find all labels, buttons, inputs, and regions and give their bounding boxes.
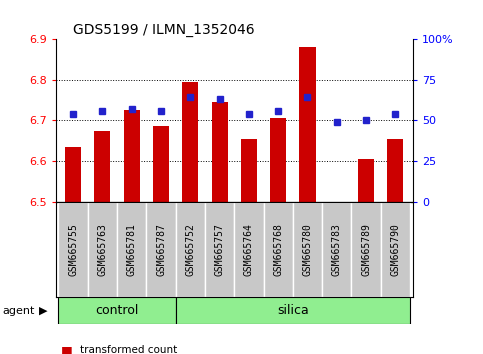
Bar: [352, 202, 381, 297]
Text: GSM665757: GSM665757: [214, 223, 225, 276]
Bar: [176, 297, 410, 324]
Text: GSM665787: GSM665787: [156, 223, 166, 276]
Bar: [299, 47, 315, 202]
Text: GSM665780: GSM665780: [302, 223, 313, 276]
Bar: [124, 110, 140, 202]
Bar: [58, 297, 176, 324]
Text: GSM665763: GSM665763: [98, 223, 107, 276]
Bar: [117, 202, 146, 297]
Text: GSM665768: GSM665768: [273, 223, 283, 276]
Text: agent: agent: [2, 306, 35, 316]
Bar: [65, 147, 81, 202]
Bar: [212, 102, 227, 202]
Bar: [358, 159, 374, 202]
Text: GSM665764: GSM665764: [244, 223, 254, 276]
Text: ■: ■: [60, 344, 72, 354]
Bar: [234, 202, 264, 297]
Bar: [153, 126, 169, 202]
Bar: [94, 131, 111, 202]
Text: GSM665783: GSM665783: [332, 223, 342, 276]
Text: GSM665752: GSM665752: [185, 223, 195, 276]
Bar: [182, 82, 199, 202]
Bar: [381, 202, 410, 297]
Bar: [241, 139, 257, 202]
Text: GSM665781: GSM665781: [127, 223, 137, 276]
Bar: [264, 202, 293, 297]
Text: GSM665789: GSM665789: [361, 223, 371, 276]
Bar: [58, 202, 88, 297]
Text: GSM665790: GSM665790: [390, 223, 400, 276]
Bar: [293, 202, 322, 297]
Bar: [205, 202, 234, 297]
Bar: [387, 139, 403, 202]
Text: silica: silica: [277, 304, 309, 317]
Bar: [176, 202, 205, 297]
Bar: [146, 202, 176, 297]
Text: ▶: ▶: [39, 306, 47, 316]
Bar: [270, 118, 286, 202]
Text: transformed count: transformed count: [80, 346, 177, 354]
Bar: [322, 202, 352, 297]
Text: control: control: [95, 304, 139, 317]
Text: GSM665755: GSM665755: [68, 223, 78, 276]
Bar: [88, 202, 117, 297]
Text: GDS5199 / ILMN_1352046: GDS5199 / ILMN_1352046: [73, 23, 255, 36]
